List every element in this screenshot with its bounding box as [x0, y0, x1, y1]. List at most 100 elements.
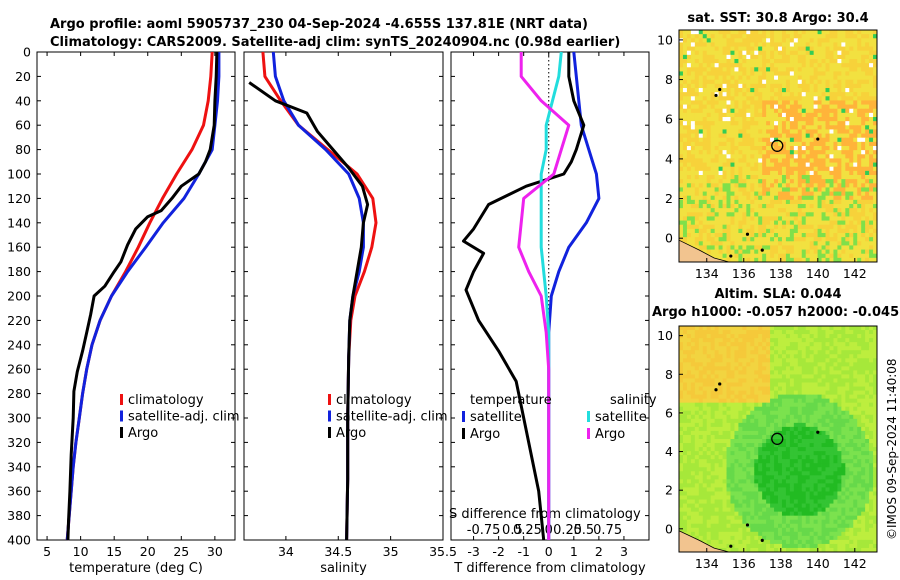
map-cell — [861, 447, 866, 452]
map-cell — [702, 75, 708, 81]
map-cell — [730, 129, 735, 134]
map-cell — [758, 374, 763, 379]
map-cell — [845, 418, 850, 424]
map-cell — [833, 150, 838, 155]
map-cell — [778, 96, 783, 101]
map-cell — [829, 59, 834, 64]
map-cell — [758, 451, 763, 456]
map-cell — [754, 233, 759, 238]
map-cell — [793, 455, 799, 460]
map-cell — [698, 366, 704, 371]
map-cell — [817, 374, 822, 379]
map-cell — [726, 204, 731, 209]
map-cell — [702, 382, 708, 387]
map-cell — [829, 92, 834, 97]
depth-tick-label: 300 — [7, 411, 31, 426]
map-cell — [726, 137, 731, 143]
map-cell — [738, 121, 743, 126]
map-cell — [781, 233, 787, 238]
map-cell — [789, 228, 795, 234]
map-cell — [706, 179, 712, 184]
map-cell — [770, 426, 775, 432]
map-cell — [785, 75, 791, 81]
sst-map-title: sat. SST: 30.8 Argo: 30.4 — [687, 11, 868, 26]
map-cell — [754, 220, 759, 226]
map-cell — [774, 418, 779, 424]
map-cell — [797, 471, 803, 476]
map-cell — [829, 386, 834, 391]
map-cell — [706, 370, 712, 375]
map-cell — [686, 237, 692, 242]
temperature-line-argo — [66, 51, 219, 541]
map-cell — [710, 414, 716, 420]
map-cell — [726, 34, 731, 39]
map-cell — [801, 362, 807, 367]
map-cell — [694, 426, 700, 432]
map-cell — [833, 350, 838, 355]
map-cell — [718, 330, 723, 335]
map-cell — [805, 350, 811, 355]
map-cell — [766, 158, 771, 163]
map-cell — [869, 459, 874, 464]
map-cell — [742, 354, 747, 359]
map-cell — [774, 166, 779, 172]
map-cell — [785, 195, 791, 201]
map-cell — [746, 50, 751, 56]
map-cell — [841, 54, 846, 60]
map-cell — [746, 390, 751, 396]
map-cell — [718, 342, 723, 347]
map-cell — [694, 390, 700, 396]
map-cell — [845, 162, 850, 168]
map-cell — [762, 342, 767, 347]
map-cell — [690, 121, 696, 126]
map-cell — [873, 150, 878, 155]
map-cell — [738, 245, 743, 250]
map-cell — [813, 170, 818, 176]
map-cell — [746, 129, 751, 134]
map-cell — [750, 378, 755, 383]
map-cell — [774, 394, 779, 400]
map-cell — [793, 208, 799, 213]
map-cell — [793, 358, 799, 363]
map-cell — [730, 79, 735, 85]
map-cell — [793, 443, 799, 448]
map-cell — [706, 326, 712, 331]
map-cell — [710, 30, 716, 35]
map-cell — [698, 382, 704, 387]
map-cell — [853, 410, 858, 416]
map-cell — [738, 195, 743, 201]
map-cell — [730, 183, 735, 188]
map-cell — [789, 75, 795, 81]
map-cell — [789, 59, 795, 64]
map-cell — [849, 346, 854, 351]
map-cell — [702, 463, 708, 468]
map-cell — [694, 204, 700, 209]
map-cell — [813, 88, 818, 93]
map-cell — [833, 443, 838, 448]
map-cell — [698, 125, 704, 130]
map-cell — [730, 326, 735, 331]
map-cell — [722, 374, 727, 379]
map-cell — [849, 224, 854, 230]
map-cell — [785, 233, 791, 238]
map-cell — [770, 414, 775, 420]
map-cell — [861, 390, 866, 396]
map-cell — [718, 83, 723, 89]
map-cell — [825, 34, 830, 39]
map-cell — [694, 100, 700, 105]
map-cell — [702, 224, 708, 230]
map-cell — [837, 439, 842, 444]
map-cell — [770, 212, 775, 217]
map-cell — [873, 112, 878, 118]
map-cell — [698, 199, 704, 205]
map-cell — [817, 100, 822, 105]
map-cell — [766, 137, 771, 143]
map-cell — [873, 104, 878, 110]
map-cell — [869, 50, 874, 56]
map-cell — [778, 88, 783, 93]
map-cell — [718, 195, 723, 201]
map-cell — [762, 426, 767, 432]
map-cell — [726, 334, 731, 339]
map-cell — [857, 34, 862, 39]
map-cell — [746, 170, 751, 176]
